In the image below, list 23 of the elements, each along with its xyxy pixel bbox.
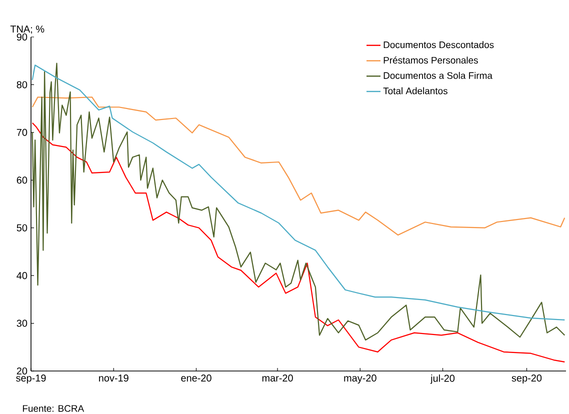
legend-label: Documentos Descontados [384, 41, 494, 48]
y-tick-label: 70 [16, 128, 28, 136]
line-series [32, 122, 566, 362]
y-tick-label: 60 [16, 176, 28, 184]
y-axis-title: TNA; % [10, 26, 44, 34]
x-tick-label: sep-19 [16, 374, 46, 384]
y-tick-label: 50 [16, 224, 28, 232]
line-series [32, 96, 566, 236]
y-tick-label: 30 [16, 320, 28, 327]
x-tick-label: sep-20 [512, 374, 542, 384]
y-tick-label: 40 [16, 272, 28, 280]
x-tick-label: mar-20 [262, 374, 293, 382]
legend-label: Préstamos Personales [384, 56, 478, 64]
y-tick-label: 80 [16, 81, 28, 88]
legend-label: Total Adelantos [383, 87, 448, 94]
y-tick-label: 90 [16, 33, 28, 41]
x-tick-label: nov-19 [99, 374, 128, 382]
x-tick-label: ene-20 [181, 374, 212, 382]
y-tick-label: 20 [16, 367, 28, 375]
source-note: Fuente: BCRA [22, 405, 84, 412]
x-tick-label: may-20 [344, 374, 376, 384]
x-tick-label: jul-20 [430, 374, 455, 384]
legend-label: Documentos a Sola Firma [384, 72, 492, 79]
